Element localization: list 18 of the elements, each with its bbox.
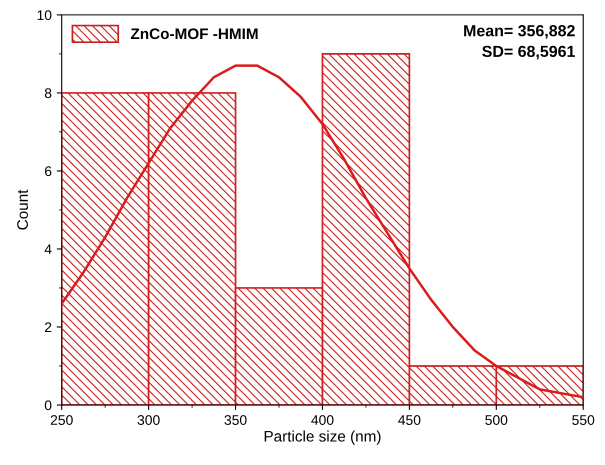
x-tick-label: 250 [50,415,73,425]
y-tick-label: 4 [44,244,52,254]
line-series [62,64,584,398]
y-tick-label: 8 [44,88,52,98]
x-tick-label: 300 [138,415,160,425]
x-tick-label: 400 [311,415,334,425]
y-tick-label: 2 [44,322,52,332]
legend-label: ZnCo-MOF -HMIM [130,28,258,40]
x-tick-label: 500 [485,415,508,425]
x-tick-label: 450 [398,415,420,425]
annotation: Mean= 356,882 SD= 68,5961 [464,25,575,60]
x-axis-title: Particle size (nm) [264,430,381,445]
y-tick-label: 0 [44,400,52,410]
y-tick-label: 6 [44,166,52,176]
x-tick-label: 350 [224,415,247,425]
x-tick-label: 550 [572,415,594,425]
y-tick-label: 10 [38,10,52,20]
y-axis-title: Count [17,190,28,230]
